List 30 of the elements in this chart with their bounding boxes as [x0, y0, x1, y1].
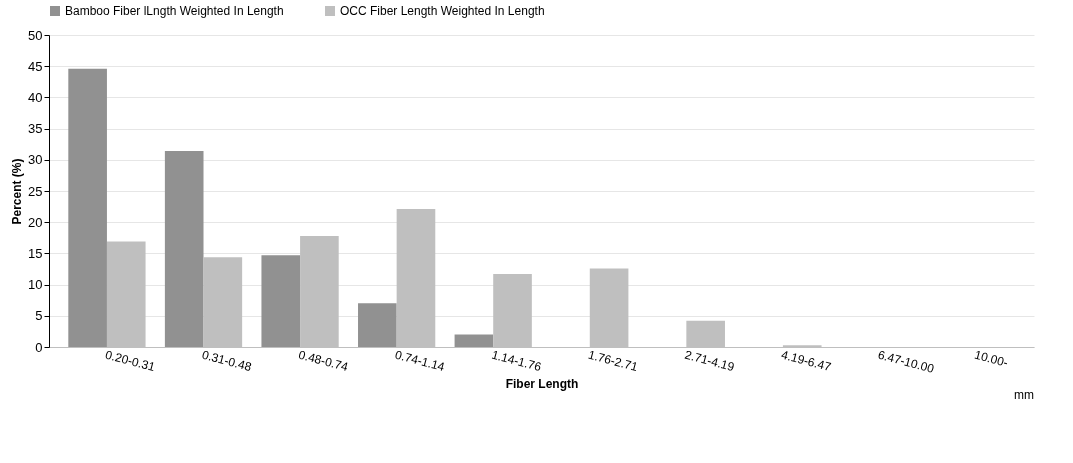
y-tick-label: 45 [28, 58, 43, 74]
y-tick-label: 30 [28, 152, 43, 168]
x-tick-label: 0.20-0.31 [103, 347, 157, 375]
x-axis-title: Fiber Length [505, 376, 579, 391]
x-tick-label: 10.00- [972, 347, 1010, 370]
x-tick-label: 0.31-0.48 [200, 347, 254, 375]
y-tick-label: 20 [28, 214, 43, 230]
y-tick-label: 50 [28, 27, 43, 43]
bar [261, 255, 301, 347]
y-tick-label: 25 [28, 183, 43, 199]
x-tick-label: 1.14-1.76 [490, 347, 544, 375]
bar [68, 68, 107, 347]
y-tick-label: 10 [28, 277, 43, 293]
bar [454, 334, 494, 347]
x-tick-label: 1.76-2.71 [586, 347, 640, 375]
y-tick-label: 35 [28, 121, 43, 137]
x-tick-label: 2.71-4.19 [683, 347, 737, 375]
y-tick-label: 5 [35, 308, 43, 324]
bar [164, 151, 204, 347]
x-tick-label: 0.48-0.74 [296, 347, 350, 375]
x-tick-label: 0.74-1.14 [393, 347, 447, 375]
y-tick-label: 15 [28, 245, 43, 261]
text: mm [1014, 388, 1034, 402]
y-axis-title: Percent (%) [10, 158, 25, 225]
x-tick-label: 4.19-6.47 [779, 347, 833, 375]
y-tick-label: 40 [28, 89, 43, 105]
legend-label: Bamboo Fiber lLngth Weighted In Length [65, 4, 284, 18]
legend-label: OCC Fiber Length Weighted In Length [340, 4, 545, 18]
bar [358, 303, 397, 347]
y-tick-label: 0 [35, 339, 43, 355]
